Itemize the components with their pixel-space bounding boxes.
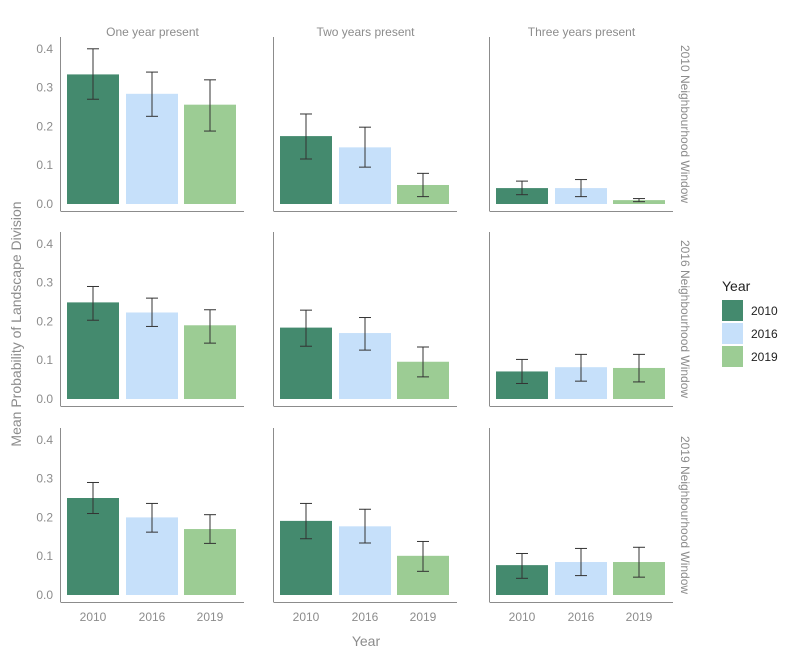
y-tick-label: 0.3 [36,276,53,290]
panel [489,37,673,212]
x-tick-label: 2010 [509,610,536,624]
y-tick-label: 0.3 [36,81,53,95]
legend-label: 2016 [751,327,778,341]
y-tick-label: 0.2 [36,510,53,524]
panel: 0.0 0.1 0.2 0.3 0.4 2010 2016 2019 [36,428,244,624]
bar [67,498,119,595]
y-tick-label: 0.4 [36,42,53,56]
facet-column-label: Two years present [316,25,415,39]
x-tick-label: 2010 [293,610,320,624]
legend: Year 2010 2016 2019 [722,278,778,367]
y-tick-label: 0.0 [36,197,53,211]
legend-label: 2019 [751,350,778,364]
y-tick-label: 0.4 [36,237,53,251]
panel [489,232,673,407]
legend-swatch [722,346,743,367]
y-tick-label: 0.0 [36,588,53,602]
x-tick-label: 2010 [80,610,107,624]
bar [496,188,548,204]
facet-column-label: Three years present [528,25,636,39]
y-tick-label: 0.1 [36,158,53,172]
legend-swatch [722,300,743,321]
facet-column-label: One year present [106,25,199,39]
x-tick-label: 2016 [568,610,595,624]
x-axis-label: Year [352,633,381,649]
y-tick-label: 0.1 [36,353,53,367]
panel: 0.0 0.1 0.2 0.3 0.4 [36,37,244,212]
panel: 2010 2016 2019 [489,428,673,624]
x-tick-label: 2019 [197,610,224,624]
panel: 2010 2016 2019 [273,428,457,624]
panels-layer: One year present Two years present Three y… [36,25,692,624]
facet-row-label: 2016 Neighbourhood Window [678,240,692,398]
x-tick-label: 2019 [626,610,653,624]
panel [273,37,457,212]
panel: 0.0 0.1 0.2 0.3 0.4 [36,232,244,407]
x-tick-label: 2016 [352,610,379,624]
y-tick-label: 0.2 [36,119,53,133]
y-tick-label: 0.4 [36,433,53,447]
x-tick-label: 2016 [139,610,166,624]
y-axis-label: Mean Probability of Landscape Division [8,201,24,446]
y-tick-label: 0.1 [36,549,53,563]
x-tick-label: 2019 [410,610,437,624]
legend-swatch [722,323,743,344]
facet-row-label: 2010 Neighbourhood Window [678,45,692,203]
legend-label: 2010 [751,304,778,318]
facet-row-label: 2019 Neighbourhood Window [678,436,692,594]
panel [273,232,457,407]
legend-items: 2010 2016 2019 [722,300,778,367]
y-tick-label: 0.3 [36,472,53,486]
y-tick-label: 0.2 [36,314,53,328]
legend-title: Year [722,278,751,294]
y-tick-label: 0.0 [36,392,53,406]
